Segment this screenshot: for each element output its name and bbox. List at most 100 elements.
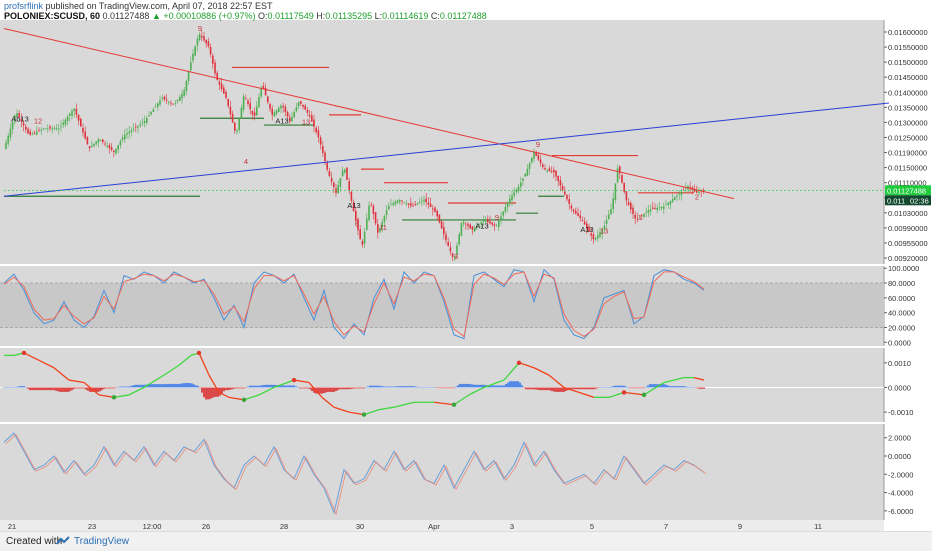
macd-hist-bar — [195, 385, 197, 388]
macd-hist-bar — [119, 386, 121, 388]
candle-body — [82, 127, 84, 133]
candle-body — [77, 114, 80, 121]
macd-hist-bar — [53, 387, 55, 391]
macd-line-segment — [433, 401, 455, 406]
candle-body — [623, 182, 625, 192]
macd-hist-bar — [371, 385, 373, 388]
macd-hist-bar — [289, 385, 291, 388]
candle-body — [29, 131, 31, 135]
oscillator-line-b — [5, 433, 707, 516]
macd-hist-bar — [197, 385, 199, 388]
macd-hist-bar — [665, 384, 667, 388]
macd-hist-bar — [87, 387, 89, 391]
macd-hist-bar — [21, 386, 23, 388]
candle-body — [330, 178, 333, 182]
candle-body — [161, 98, 163, 99]
macd-hist-bar — [645, 386, 647, 388]
candle-body — [638, 217, 641, 218]
macd-line-segment — [83, 382, 100, 396]
candle-body — [137, 125, 139, 128]
macd-hist-bar — [127, 386, 129, 388]
macd-hist-bar — [611, 386, 613, 388]
macd-hist-bar — [317, 387, 319, 394]
macd-hist-bar — [433, 387, 435, 388]
candle-body — [652, 207, 654, 209]
macd-line-segment — [533, 367, 550, 376]
macd-line-segment — [308, 382, 323, 398]
candle-body — [203, 36, 205, 41]
macd-hist-bar — [547, 387, 549, 391]
publish-line: profsrflink published on TradingView.com… — [4, 1, 487, 11]
candle-body — [289, 117, 291, 122]
candle-body — [97, 139, 100, 143]
macd-hist-bar — [529, 387, 531, 390]
macd-hist-bar — [643, 387, 645, 389]
macd-hist-bar — [523, 387, 525, 388]
sequence-marker: 4 — [244, 157, 248, 166]
macd-line-segment — [663, 376, 685, 384]
macd-line-segment — [293, 379, 310, 384]
partial-price-text: 0.011 — [887, 196, 905, 205]
macd-hist-bar — [89, 387, 91, 392]
macd-hist-bar — [169, 383, 171, 388]
candle-body — [71, 110, 73, 116]
candle-body — [511, 195, 513, 201]
macd-hist-bar — [525, 387, 527, 390]
y-tick-label-stochastic: 0.0000 — [888, 338, 911, 347]
chart-canvas[interactable]: 0.01600000 0.01550000 0.01500000 0.01450000… — [0, 0, 932, 531]
candle-body — [506, 202, 509, 207]
macd-hist-bar — [297, 387, 299, 388]
candle-body — [209, 46, 212, 55]
created-with-label: Created with — [6, 536, 63, 547]
candle-body — [509, 198, 511, 204]
author-link[interactable]: profsrflink — [4, 1, 44, 11]
macd-hist-bar — [161, 384, 163, 388]
macd-hist-bar — [249, 385, 251, 388]
macd-hist-bar — [381, 386, 383, 388]
x-tick-label: 11 — [814, 522, 822, 531]
candle-body — [44, 128, 47, 130]
candle-body — [181, 93, 183, 99]
candle-body — [260, 87, 262, 97]
candle-body — [20, 119, 23, 122]
candle-body — [425, 198, 427, 203]
macd-hist-bar — [441, 387, 443, 389]
macd-hist-bar — [661, 384, 663, 388]
macd-hist-bar — [7, 387, 9, 388]
macd-hist-bar — [695, 387, 697, 388]
macd-hist-bar — [417, 387, 419, 388]
macd-hist-bar — [431, 387, 433, 388]
candle-body — [641, 215, 643, 217]
macd-hist-bar — [411, 386, 413, 388]
candle-body — [322, 145, 324, 153]
macd-hist-bar — [681, 386, 683, 388]
candle-body — [126, 133, 128, 135]
tradingview-brand-link[interactable]: TradingView — [74, 536, 130, 547]
macd-hist-bar — [313, 387, 315, 393]
open-value: 0.01117549 — [267, 11, 314, 21]
macd-hist-bar — [237, 387, 239, 389]
candle-body — [443, 226, 445, 235]
candle-body — [220, 83, 223, 89]
macd-hist-bar — [325, 387, 327, 393]
candle-body — [304, 105, 306, 110]
candle-body — [564, 191, 566, 195]
macd-hist-bar — [359, 387, 361, 389]
macd-hist-bar — [469, 384, 471, 388]
macd-line-segment — [218, 391, 230, 398]
candle-body — [95, 141, 97, 144]
macd-hist-bar — [551, 387, 553, 392]
macd-hist-bar — [647, 385, 649, 388]
macd-hist-bar — [639, 387, 641, 389]
candle-body — [238, 118, 240, 130]
macd-hist-bar — [687, 387, 689, 388]
candle-body — [271, 108, 273, 115]
candle-body — [132, 128, 135, 130]
macd-hist-bar — [123, 386, 125, 388]
candle-body — [440, 221, 443, 229]
macd-hist-bar — [609, 387, 611, 388]
macd-hist-bar — [553, 387, 555, 392]
macd-hist-bar — [107, 387, 109, 389]
macd-hist-bar — [399, 386, 401, 388]
candle-body — [212, 55, 214, 64]
